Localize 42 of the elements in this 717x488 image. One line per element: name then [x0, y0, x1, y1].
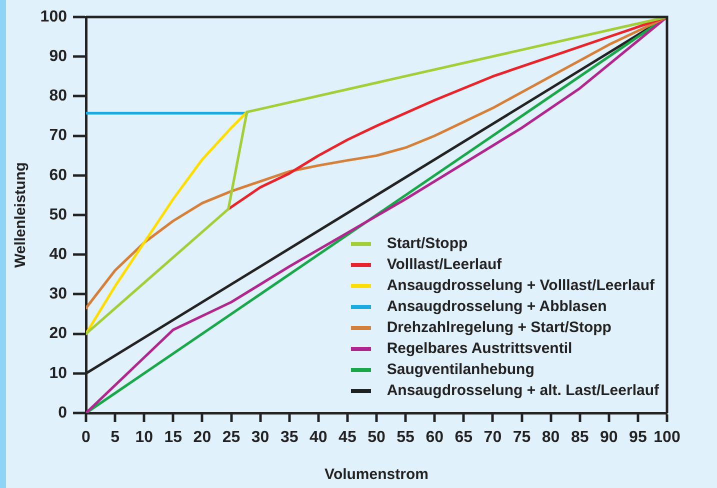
- x-tick-label: 85: [570, 429, 589, 446]
- legend-label: Regelbares Austrittsventil: [386, 339, 572, 359]
- x-tick-label: 30: [251, 429, 270, 446]
- y-axis-title: Wellenleistung: [12, 162, 30, 268]
- legend-label: Ansaugdrosselung + Abblasen: [386, 297, 607, 317]
- x-tick-label: 55: [396, 429, 415, 446]
- y-tick-label: 70: [49, 127, 68, 144]
- x-tick-label: 70: [484, 429, 502, 446]
- legend-label: Volllast/Leerlauf: [386, 255, 502, 275]
- y-tick-label: 60: [49, 166, 68, 184]
- x-tick-label: 45: [338, 429, 356, 446]
- x-tick-label: 65: [454, 429, 473, 446]
- y-tick-label: 10: [49, 364, 68, 382]
- legend-label: Ansaugdrosselung + Volllast/Leerlauf: [386, 276, 655, 296]
- x-tick-label: 10: [135, 429, 154, 446]
- x-tick-label: 60: [426, 429, 444, 446]
- y-tick-label: 40: [49, 246, 68, 264]
- x-tick-label: 20: [193, 429, 212, 446]
- x-tick-label: 25: [222, 429, 240, 446]
- y-tick-label: 0: [58, 404, 68, 422]
- x-tick-label: 80: [542, 429, 560, 446]
- y-tick-label: 100: [40, 8, 68, 26]
- x-tick-label: 100: [654, 429, 680, 446]
- x-tick-label: 50: [368, 429, 386, 446]
- legend-label: Drehzahlregelung + Start/Stopp: [386, 318, 612, 338]
- legend-label: Saugventilanhebung: [386, 360, 534, 380]
- x-axis-title: Volumenstrom: [324, 466, 428, 484]
- legend-label: Start/Stopp: [386, 234, 468, 254]
- y-tick-label: 50: [49, 206, 68, 224]
- y-tick-label: 20: [49, 325, 68, 342]
- x-tick-label: 5: [110, 429, 120, 446]
- y-tick-label: 90: [49, 48, 68, 66]
- y-tick-label: 30: [49, 286, 68, 303]
- x-tick-label: 35: [280, 429, 298, 446]
- legend-label: Ansaugdrosselung + alt. Last/Leerlauf: [386, 381, 659, 401]
- x-tick-label: 15: [164, 429, 182, 446]
- x-tick-label: 95: [629, 429, 647, 446]
- x-tick-label: 90: [600, 429, 618, 446]
- x-tick-label: 0: [82, 429, 91, 446]
- y-tick-label: 80: [49, 88, 68, 105]
- x-tick-label: 75: [512, 429, 531, 446]
- x-tick-label: 40: [310, 429, 328, 446]
